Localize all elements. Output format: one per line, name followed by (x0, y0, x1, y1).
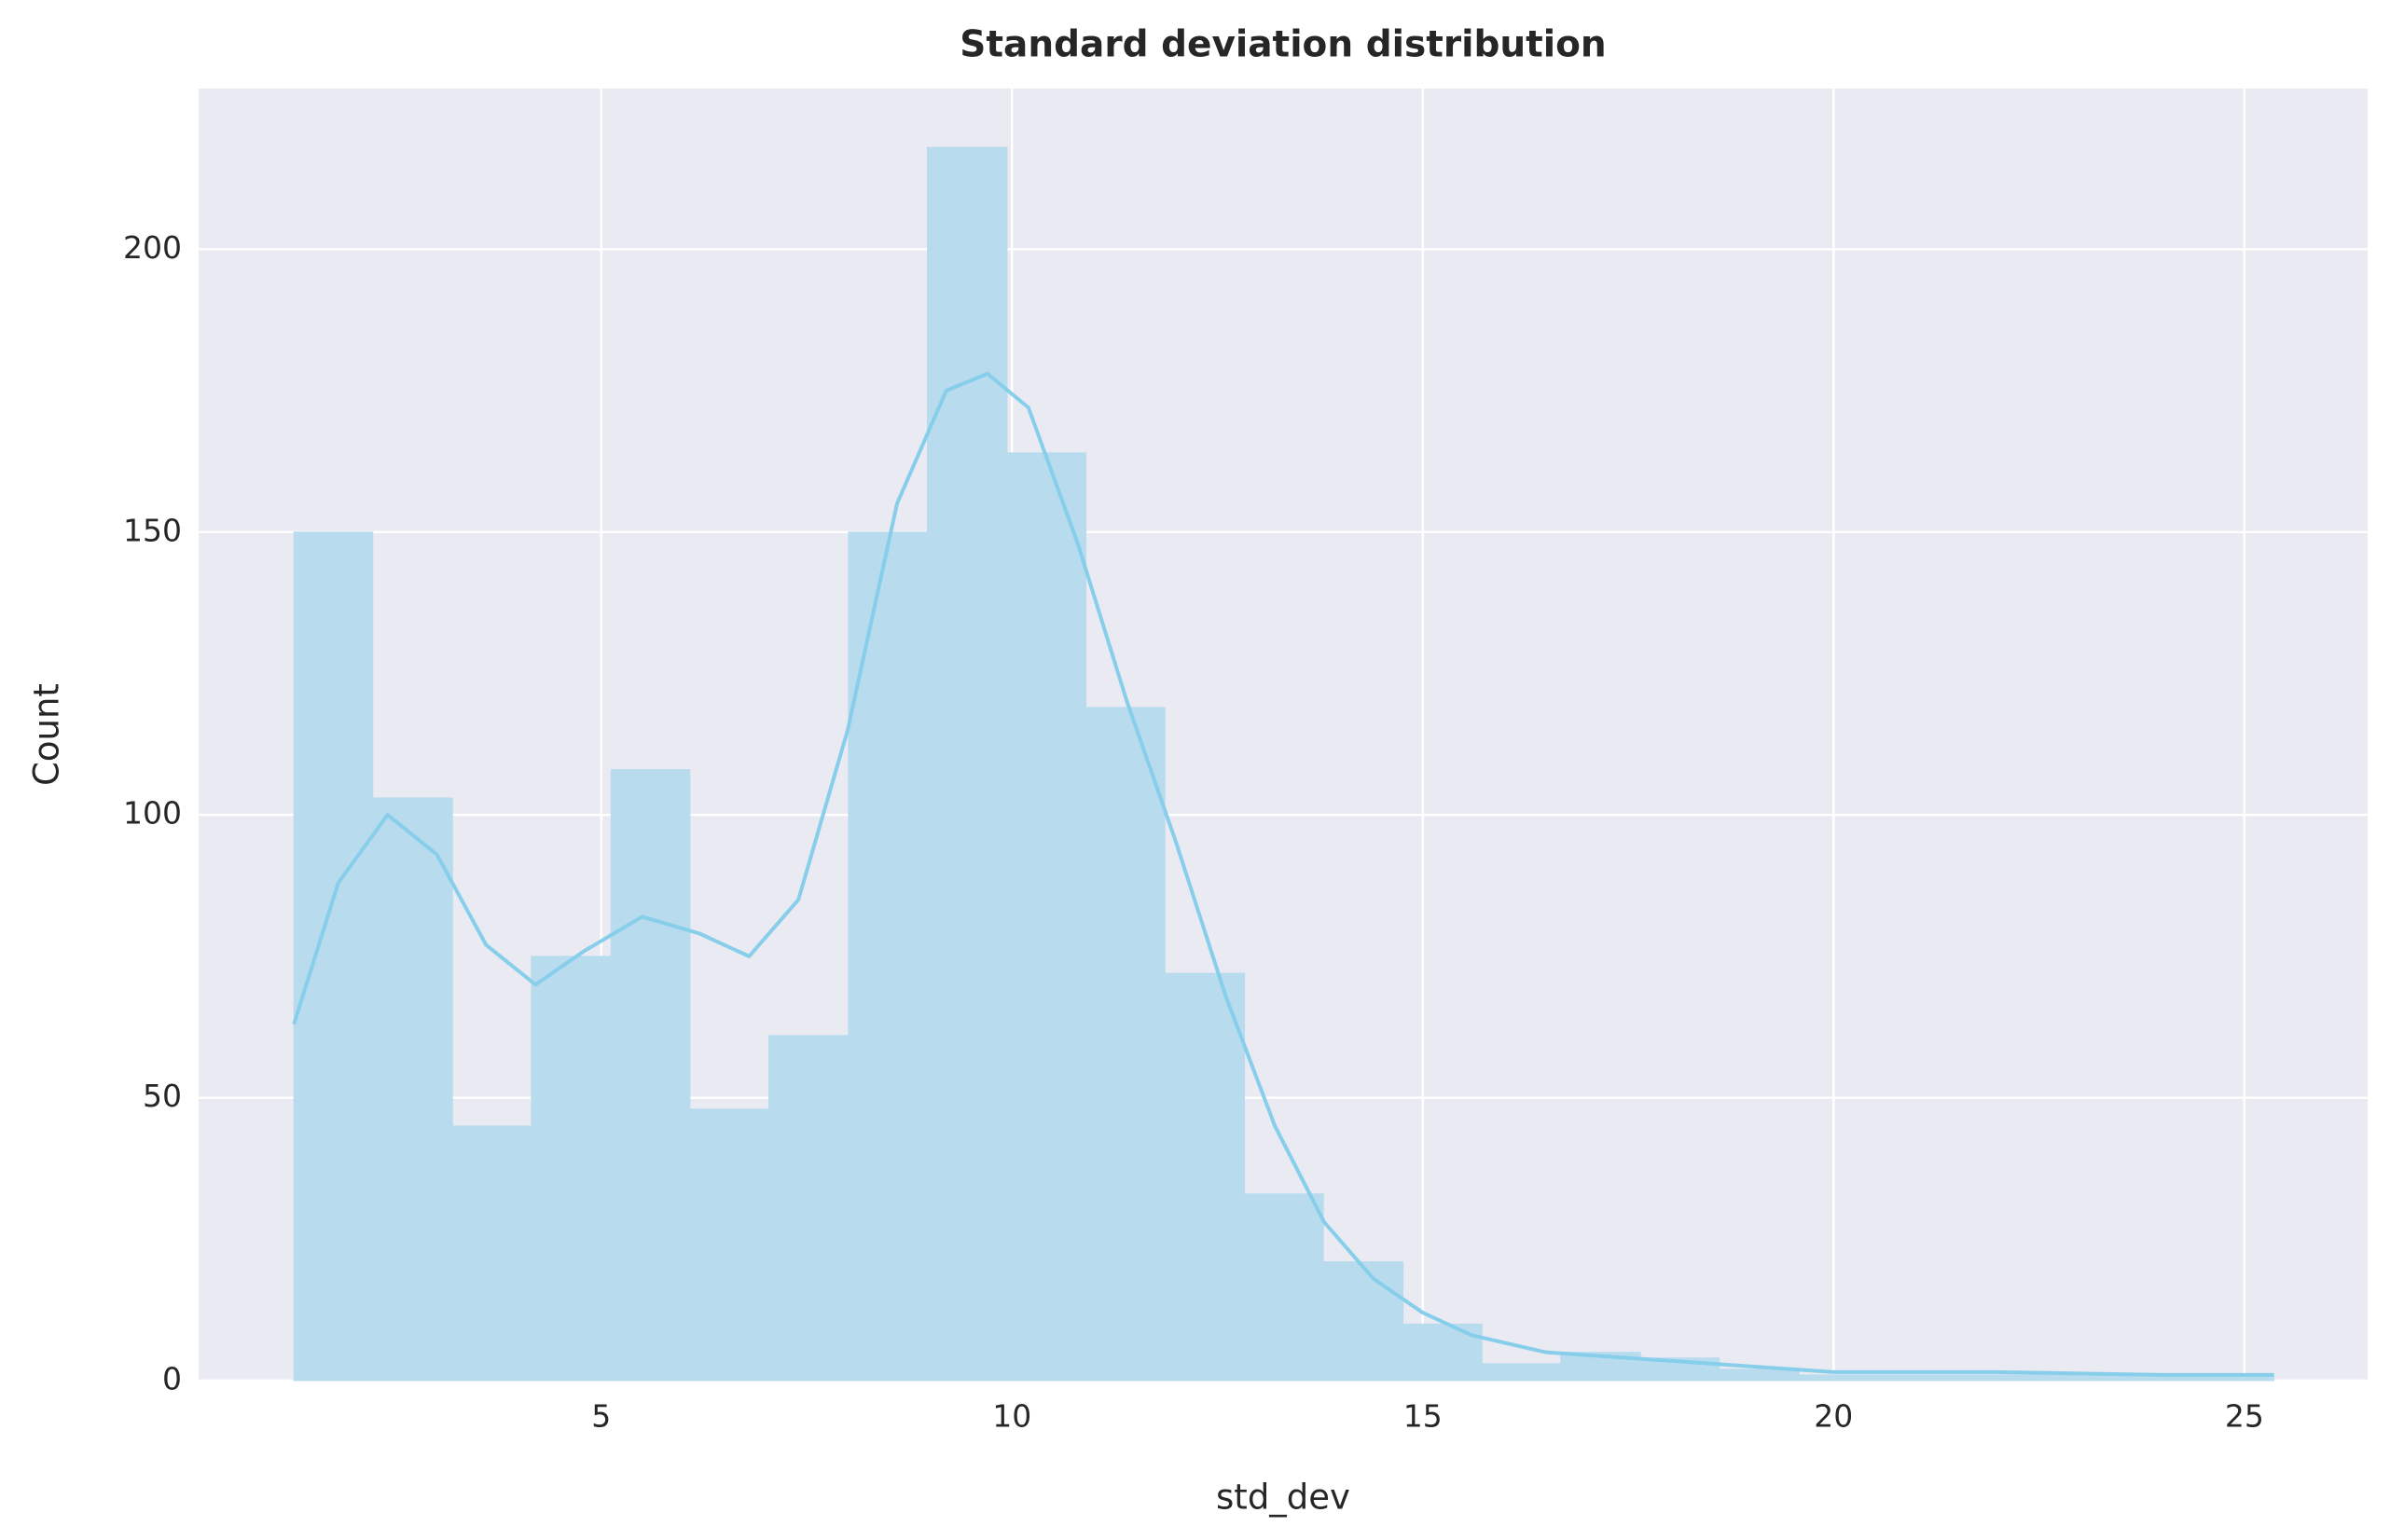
bar (689, 1108, 769, 1382)
y-tick-label: 150 (123, 512, 182, 548)
bar (1322, 1261, 1404, 1382)
bar (531, 956, 612, 1382)
y-tick-label: 50 (143, 1078, 182, 1114)
x-axis-label: std_dev (1216, 1478, 1350, 1518)
bar (1719, 1368, 1800, 1382)
y-tick-label: 100 (123, 795, 182, 832)
bar (1085, 707, 1166, 1382)
bar (1798, 1374, 1879, 1382)
y-tick-label: 200 (123, 229, 182, 266)
bar (1006, 452, 1087, 1382)
y-axis-label: Count (27, 683, 67, 786)
bar (293, 531, 374, 1382)
bar (1481, 1363, 1562, 1382)
x-tick-label: 5 (591, 1398, 611, 1435)
chart-title: Standard deviation distribution (960, 24, 1606, 66)
bar (1955, 1374, 2038, 1382)
bar (1877, 1374, 1957, 1382)
kde-line (292, 371, 2274, 1377)
x-tick-label: 10 (992, 1398, 1031, 1435)
x-tick-label: 15 (1403, 1398, 1443, 1435)
x-tick-label: 20 (1814, 1398, 1853, 1435)
bar (451, 1125, 532, 1382)
bar (927, 146, 1008, 1382)
bar (848, 531, 929, 1382)
bar (372, 797, 453, 1382)
bar (610, 769, 691, 1382)
bar (1164, 972, 1246, 1382)
x-tick-label: 25 (2225, 1398, 2264, 1435)
y-tick-label: 0 (162, 1361, 182, 1397)
bar (767, 1035, 850, 1382)
bar (1244, 1193, 1324, 1382)
